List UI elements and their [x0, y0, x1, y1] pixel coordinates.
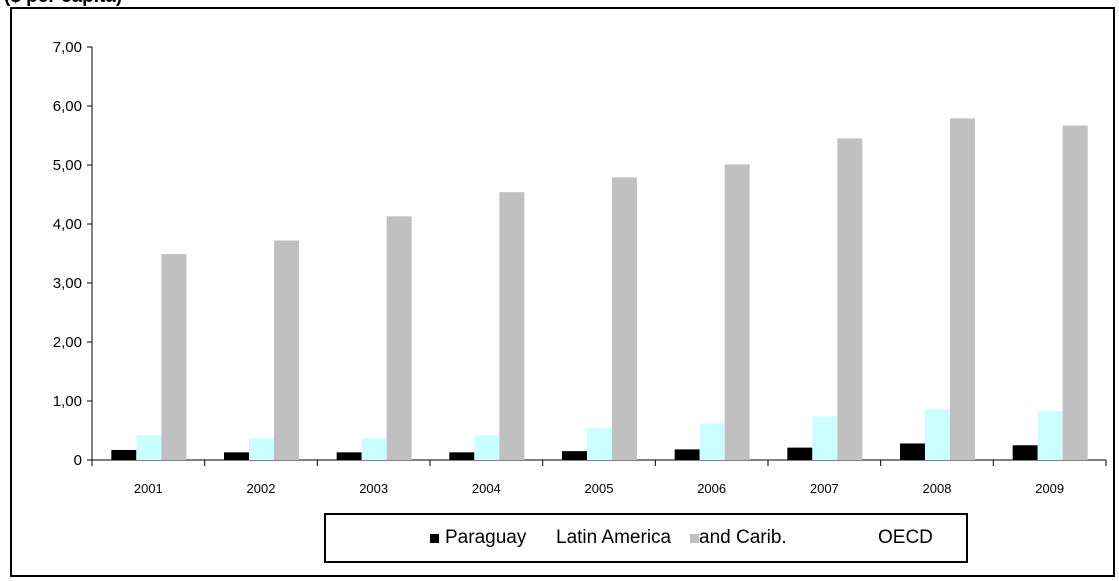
x-tick-label: 2008 — [923, 481, 952, 496]
legend-item-oecd: OECD — [878, 515, 933, 561]
bar — [837, 138, 863, 460]
bar — [111, 449, 137, 460]
y-tick-label: 3,00 — [53, 275, 82, 292]
x-tick-label: 2009 — [1035, 481, 1064, 496]
bar — [1037, 411, 1063, 460]
y-tick-label: 5,00 — [53, 157, 82, 174]
bar — [587, 428, 612, 460]
x-tick-label: 2005 — [585, 481, 614, 496]
bar — [787, 447, 813, 460]
legend-item-carib: and Carib. — [690, 515, 787, 561]
legend-item-paraguay: Paraguay — [430, 515, 526, 561]
axes: 0 1,00 2,00 3,00 4,00 5,00 6,00 7,00 2001 2002 200… — [53, 39, 1107, 496]
bar — [361, 438, 387, 460]
x-tick-label: 2004 — [472, 481, 501, 496]
legend-swatch-paraguay — [430, 533, 439, 543]
page-title: ($ per capita) — [4, 0, 122, 8]
y-tick-label: 0 — [74, 452, 82, 469]
y-tick-label: 7,00 — [53, 39, 82, 56]
bar — [812, 416, 838, 460]
bar — [474, 435, 500, 460]
bar — [449, 452, 475, 460]
y-tick-label: 4,00 — [53, 216, 82, 233]
y-tick-label: 6,00 — [53, 98, 82, 115]
y-tick-label: 1,00 — [53, 393, 82, 410]
x-tick-label: 2002 — [247, 481, 276, 496]
bar — [925, 409, 950, 460]
bar — [224, 452, 249, 460]
bar — [499, 192, 525, 460]
legend-swatch-carib — [690, 533, 699, 543]
legend: Paraguay Latin America and Carib. OECD — [324, 513, 968, 563]
bar — [562, 451, 587, 460]
bar — [1062, 125, 1088, 460]
bars — [111, 118, 1088, 460]
x-tick-label: 2001 — [134, 481, 163, 496]
bar — [249, 438, 274, 460]
bar — [136, 435, 162, 460]
x-tick-label: 2007 — [810, 481, 839, 496]
legend-item-latin-america: Latin America — [556, 515, 671, 561]
legend-label-oecd: OECD — [878, 527, 933, 548]
bar — [1012, 445, 1038, 460]
chart-frame — [10, 7, 1115, 577]
bar — [724, 164, 750, 460]
legend-label-carib: and Carib. — [699, 527, 787, 548]
bar — [386, 216, 412, 460]
x-tick-label: 2006 — [697, 481, 726, 496]
bar — [950, 118, 975, 460]
y-tick-label: 2,00 — [53, 334, 82, 351]
bar — [161, 254, 187, 460]
bar — [900, 443, 925, 460]
bar — [274, 240, 299, 460]
x-tick-label: 2003 — [359, 481, 388, 496]
bar — [336, 452, 362, 460]
bar — [674, 449, 700, 460]
bar — [699, 423, 725, 460]
legend-label-latin-america: Latin America — [556, 527, 672, 548]
bar — [612, 177, 637, 460]
legend-label-paraguay: Paraguay — [445, 527, 527, 548]
